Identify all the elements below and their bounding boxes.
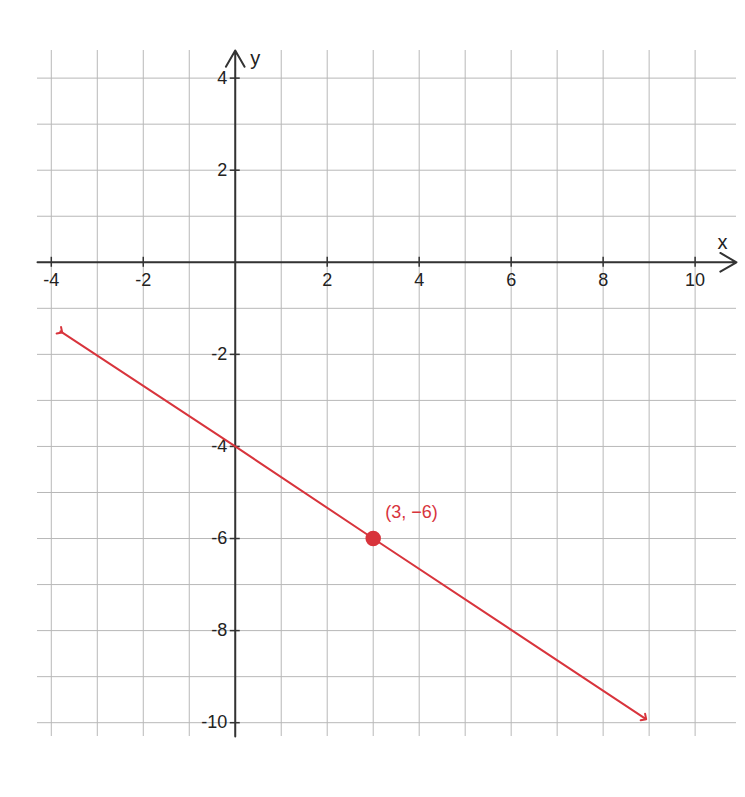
svg-text:10: 10 <box>685 270 705 290</box>
svg-text:-2: -2 <box>135 270 151 290</box>
svg-text:2: 2 <box>322 270 332 290</box>
svg-text:8: 8 <box>598 270 608 290</box>
svg-text:2: 2 <box>217 160 227 180</box>
svg-text:4: 4 <box>414 270 424 290</box>
svg-text:6: 6 <box>506 270 516 290</box>
svg-text:-2: -2 <box>211 344 227 364</box>
svg-text:x: x <box>718 231 728 253</box>
svg-text:-4: -4 <box>43 270 59 290</box>
svg-text:-10: -10 <box>201 712 227 732</box>
svg-text:-4: -4 <box>211 436 228 457</box>
svg-text:4: 4 <box>217 68 227 88</box>
svg-text:-6: -6 <box>211 528 227 548</box>
svg-text:-8: -8 <box>211 620 227 640</box>
svg-text:y: y <box>250 47 260 69</box>
svg-text:(3, −6): (3, −6) <box>385 502 438 522</box>
